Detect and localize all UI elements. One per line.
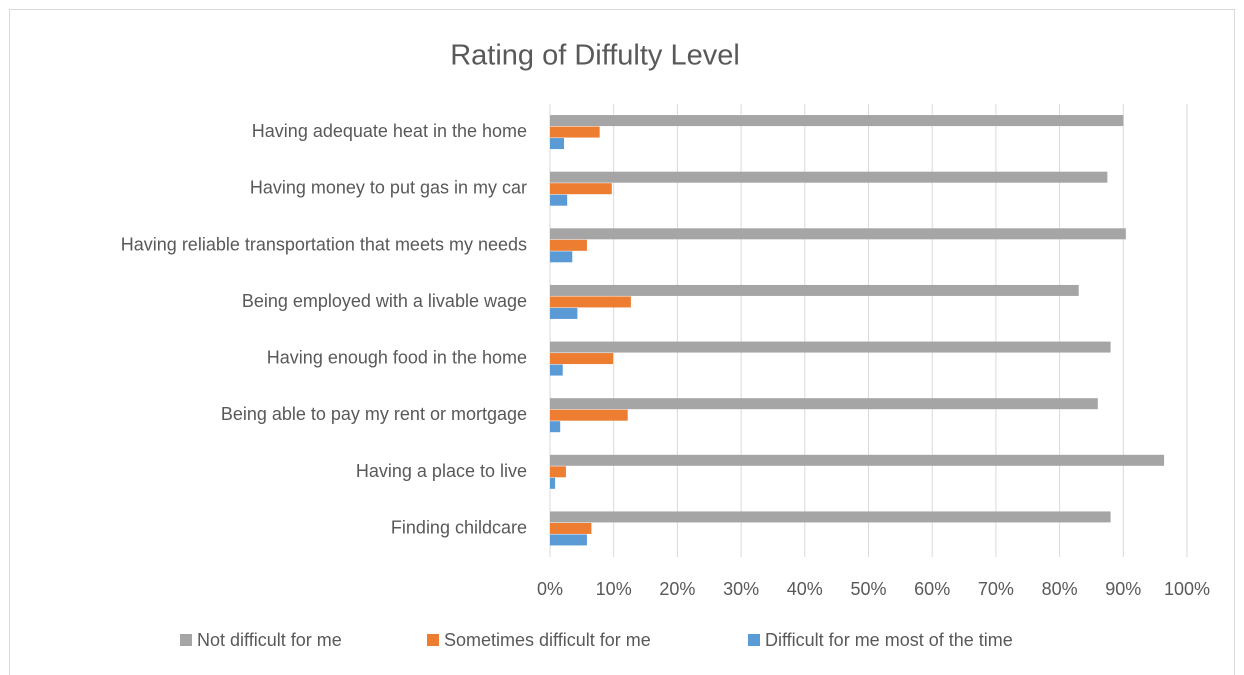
bar xyxy=(550,296,631,308)
bar xyxy=(550,194,568,206)
x-tick-label: 50% xyxy=(850,579,886,599)
x-tick-label: 0% xyxy=(537,579,563,599)
y-tick-label: Having a place to live xyxy=(356,461,527,481)
x-tick-label: 40% xyxy=(787,579,823,599)
bar xyxy=(550,115,1124,127)
bar xyxy=(550,307,578,319)
bar xyxy=(550,522,592,534)
bar xyxy=(550,183,612,195)
y-tick-label: Finding childcare xyxy=(391,517,527,537)
y-tick-label: Having adequate heat in the home xyxy=(252,121,527,141)
bar xyxy=(550,138,565,150)
y-tick-label: Having reliable transportation that meet… xyxy=(121,234,527,254)
y-tick-label: Having enough food in the home xyxy=(267,348,527,368)
x-tick-label: 10% xyxy=(596,579,632,599)
bar xyxy=(550,284,1079,296)
x-tick-label: 90% xyxy=(1105,579,1141,599)
bar xyxy=(550,251,573,263)
x-tick-label: 70% xyxy=(978,579,1014,599)
x-tick-label: 80% xyxy=(1042,579,1078,599)
chart-title: Rating of Diffulty Level xyxy=(450,40,740,72)
bar xyxy=(550,511,1111,523)
legend-swatch xyxy=(427,634,439,646)
bar xyxy=(550,454,1165,466)
x-tick-label: 30% xyxy=(723,579,759,599)
bar xyxy=(550,364,563,376)
legend-swatch xyxy=(180,634,192,646)
bar xyxy=(550,126,600,138)
x-tick-label: 100% xyxy=(1164,579,1210,599)
bar xyxy=(550,341,1111,353)
bar xyxy=(550,398,1098,410)
bar xyxy=(550,228,1126,240)
y-tick-label: Being employed with a livable wage xyxy=(242,291,527,311)
y-tick-label: Being able to pay my rent or mortgage xyxy=(221,404,527,424)
bar xyxy=(550,466,566,478)
legend-label: Sometimes difficult for me xyxy=(444,630,651,650)
bar xyxy=(550,409,628,421)
bar xyxy=(550,171,1108,183)
legend-label: Difficult for me most of the time xyxy=(765,630,1013,650)
y-tick-label: Having money to put gas in my car xyxy=(250,178,527,198)
x-tick-label: 60% xyxy=(914,579,950,599)
legend-swatch xyxy=(748,634,760,646)
x-tick-label: 20% xyxy=(659,579,695,599)
bar xyxy=(550,534,587,546)
legend-label: Not difficult for me xyxy=(197,630,342,650)
bar xyxy=(550,477,556,489)
bar xyxy=(550,421,561,433)
bar xyxy=(550,239,587,251)
bar xyxy=(550,353,614,365)
